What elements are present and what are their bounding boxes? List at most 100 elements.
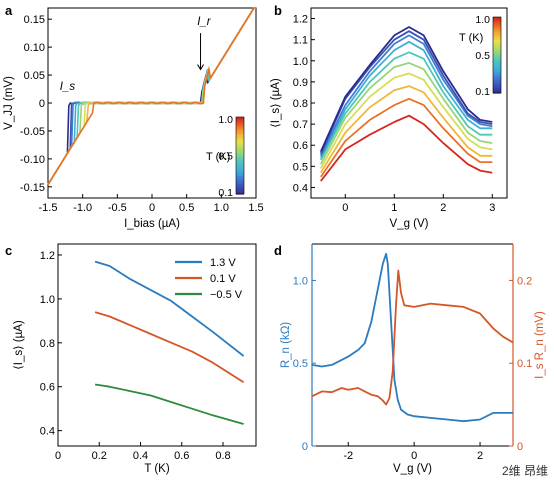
panel-a-colorbar-segment xyxy=(236,160,244,164)
panel-c-frame xyxy=(57,243,257,447)
panel-c-ytick-label: 1.2 xyxy=(40,250,55,262)
panel-b-colorbar-segment xyxy=(493,55,501,59)
panel-b-colorbar-segment xyxy=(493,90,501,94)
panel-a-annotation-ir: I_r xyxy=(197,16,212,28)
panel-b-colorbar-segment xyxy=(493,42,501,46)
panel-a-colorbar-segment xyxy=(236,152,244,157)
panel-d-ylabel-right: I_s R_n (mV) xyxy=(534,311,546,379)
panel-a-xtick-label: -1.5 xyxy=(39,202,58,214)
panel-c-series-1 xyxy=(94,311,245,384)
panel-d-ytick-right-label: 0 xyxy=(517,441,523,453)
panel-b-xtick-label: 0 xyxy=(342,202,348,214)
panel-c-ytick-label: 1.0 xyxy=(40,294,55,306)
panel-b-series-T0.3 xyxy=(319,34,493,157)
panel-b-ytick-label: 1.1 xyxy=(293,35,308,47)
panel-a-annotation-is: I_s xyxy=(60,81,76,93)
panel-a-colorbar-tick: 0.5 xyxy=(218,151,233,163)
panel-b-colorbar-segment xyxy=(493,60,501,64)
panel-a-colorbar-segment xyxy=(236,176,244,180)
panel-d-series-0 xyxy=(311,253,513,423)
panel-a-colorbar-segment xyxy=(236,129,244,133)
panel-a-colorbar-segment xyxy=(236,165,244,169)
panel-b-colorbar-frame xyxy=(492,16,502,94)
panel-c-ytick-label: 0.6 xyxy=(40,382,55,394)
panel-b-colorbar-segment xyxy=(493,82,501,86)
panel-d-xtick-label: -2 xyxy=(343,450,353,462)
panel-d-ytick-left-label: 1.0 xyxy=(293,275,308,287)
panel-b-colorbar-segment xyxy=(493,87,501,92)
panel-c-xtick-label: 0.4 xyxy=(133,450,148,462)
panel-b-ytick-label: 0.8 xyxy=(293,98,308,110)
panel-a-xlabel: I_bias (µA) xyxy=(124,218,180,230)
panel-b-colorbar-segment xyxy=(493,17,501,21)
panel-a-ytick-label: 0.10 xyxy=(24,42,45,54)
panel-c-ytick-label: 0.4 xyxy=(40,426,55,438)
panel-b-colorbar-segment xyxy=(493,52,501,56)
panel-a-ytick-label: -0.10 xyxy=(20,154,45,166)
panel-a-colorbar-label: T (K) xyxy=(206,151,230,163)
watermark-text: 2维 昂维 xyxy=(501,464,548,478)
panel-a-xtick-label: 1.0 xyxy=(214,202,229,214)
panel-d-xtick-label: 0 xyxy=(411,450,417,462)
panel-c-xtick-label: 0 xyxy=(55,450,61,462)
panel-c-series-2 xyxy=(94,383,244,425)
panel-a-colorbar-segment xyxy=(236,134,244,139)
panel-a-colorbar-segment xyxy=(236,132,244,136)
panel-b-xtick-label: 3 xyxy=(489,202,495,214)
panel-b-colorbar-segment xyxy=(493,70,501,74)
panel-c-is-vs-t: 0 0.2 0.4 0.6 0.8 0.4 0.6 0.8 1.0 1.2 T (K) ⟨I_s⟩ (… xyxy=(12,243,257,475)
panel-a-xtick-label: 1.5 xyxy=(248,202,263,214)
panel-a-curve-T0.9 xyxy=(47,7,256,186)
panel-b-colorbar-segment xyxy=(493,39,501,43)
panel-a-ytick-label: -0.05 xyxy=(20,126,45,138)
panel-a-colorbar-segment xyxy=(236,191,244,195)
panel-b-ytick-label: 0.6 xyxy=(293,140,308,152)
panel-a-xtick-label: 0 xyxy=(149,202,155,214)
panel-a-ytick-label: -0.15 xyxy=(20,182,45,194)
panel-b-colorbar-segment xyxy=(493,62,501,66)
panel-b-series-T0.9 xyxy=(320,97,493,178)
panel-b-colorbar-segment xyxy=(493,47,501,51)
panel-b-ytick-label: 0.4 xyxy=(293,182,308,194)
panel-b-series-T0.7 xyxy=(320,72,493,169)
panel-b-series-T0.2 xyxy=(319,30,493,155)
panel-a-colorbar-segment xyxy=(236,119,244,123)
panel-c-ytick-label: 0.8 xyxy=(40,338,55,350)
panel-d-ylabel-left: R_n (kΩ) xyxy=(280,322,292,368)
panel-a-colorbar-segment xyxy=(236,137,244,141)
panel-d-ytick-left-label: 0.5 xyxy=(293,358,308,370)
panel-d-ytick-right-label: 0.1 xyxy=(517,358,532,370)
panel-b-ytick-label: 1.0 xyxy=(293,56,308,68)
panel-a-colorbar-segment xyxy=(236,140,244,144)
panel-a-xtick-label: -1.0 xyxy=(73,202,92,214)
panel-a-colorbar-segment xyxy=(236,178,244,182)
panel-d-xlabel: V_g (V) xyxy=(393,463,432,475)
panel-b-series-T0.6 xyxy=(320,62,493,165)
panel-c-series-0 xyxy=(94,260,245,357)
panel-d-series-1 xyxy=(311,269,514,406)
panel-b-series-T0.4 xyxy=(319,40,493,159)
panel-a-colorbar-segment xyxy=(236,188,244,193)
panel-a-colorbar-segment xyxy=(236,173,244,177)
panel-a-colorbar-segment xyxy=(236,147,244,151)
panel-a-ytick-label: 0.05 xyxy=(24,70,45,82)
panel-b-colorbar-segment xyxy=(493,37,501,41)
panel-b-colorbar-segment xyxy=(493,19,501,23)
panel-a-colorbar-segment xyxy=(236,158,244,162)
panel-a-colorbar-segment xyxy=(236,186,244,190)
panel-b-ytick-label: 0.9 xyxy=(293,77,308,89)
panel-a-ivcurves: -1.5 -1.0 -0.5 0 0.5 1.0 1.5 -0.15 -0.10 -0.05 0 0.… xyxy=(3,7,264,230)
panel-a-xtick-label: -0.5 xyxy=(108,202,127,214)
panel-label-a: a xyxy=(5,3,13,18)
panel-c-legend-label: −0.5 V xyxy=(210,289,243,301)
panel-b-colorbar-segment xyxy=(493,22,501,26)
panel-label-d: d xyxy=(274,243,282,258)
panel-a-ytick-label: 0 xyxy=(39,98,45,110)
panel-a-colorbar-segment xyxy=(236,155,244,159)
panel-d-ytick-right-label: 0.2 xyxy=(517,275,532,287)
panel-a-colorbar-segment xyxy=(236,142,244,146)
panel-b-colorbar-segment xyxy=(493,32,501,36)
panel-d-ytick-left-label: 0 xyxy=(302,441,308,453)
panel-c-legend-label: 0.1 V xyxy=(210,273,236,285)
